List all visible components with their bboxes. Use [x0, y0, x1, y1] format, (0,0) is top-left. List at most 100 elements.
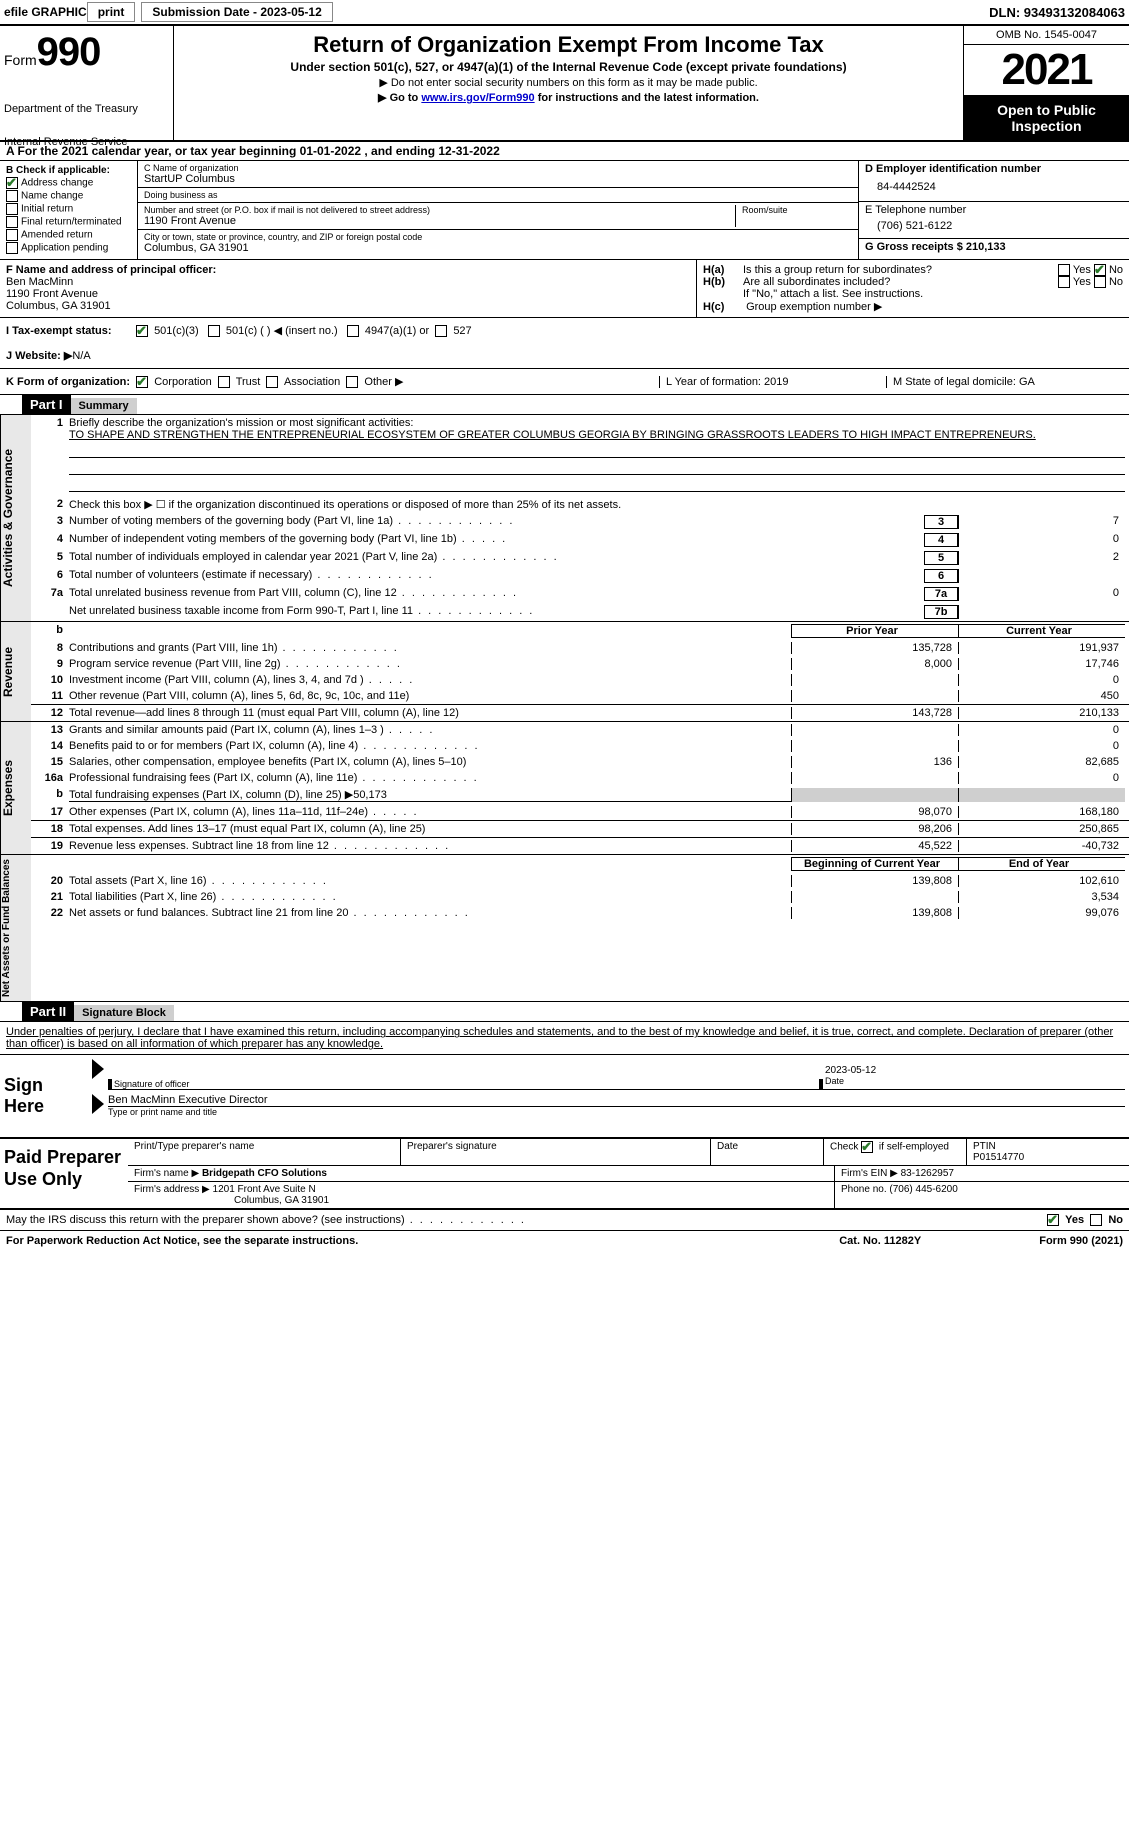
phone-label: E Telephone number [865, 204, 1123, 216]
street-value: 1190 Front Avenue [144, 215, 731, 227]
officer-street: 1190 Front Avenue [6, 288, 98, 300]
chk-corp[interactable]: Corporation [136, 376, 212, 388]
chk-app-pending[interactable]: Application pending [6, 242, 131, 254]
chk-527[interactable]: 527 [435, 325, 471, 337]
line19-curr: -40,732 [958, 840, 1125, 852]
line13-curr: 0 [958, 724, 1125, 736]
note2-post: for instructions and the latest informat… [535, 92, 759, 104]
chk-501c3[interactable]: 501(c)(3) [136, 325, 199, 337]
form-header: Form990 Department of the Treasury Inter… [0, 26, 1129, 142]
line4-box: 4 [924, 533, 958, 547]
net-assets-section: Net Assets or Fund Balances Beginning of… [0, 855, 1129, 1002]
chk-4947[interactable]: 4947(a)(1) or [347, 325, 429, 337]
foot-left: For Paperwork Reduction Act Notice, see … [6, 1235, 839, 1247]
line20-begin: 139,808 [791, 875, 958, 887]
top-bar: efile GRAPHIC print Submission Date - 20… [0, 0, 1129, 26]
note2-pre: ▶ Go to [378, 92, 421, 104]
firm-addr-label: Firm's address ▶ [134, 1184, 210, 1195]
line7a-box: 7a [924, 587, 958, 601]
firm-addr1: 1201 Front Ave Suite N [213, 1184, 316, 1195]
vtab-revenue: Revenue [0, 622, 31, 721]
print-button[interactable]: print [87, 2, 136, 22]
chk-initial-return[interactable]: Initial return [6, 203, 131, 215]
preparer-sig-label: Preparer's signature [400, 1139, 710, 1165]
paid-preparer-block: Paid Preparer Use Only Print/Type prepar… [0, 1138, 1129, 1210]
line11-text: Other revenue (Part VIII, column (A), li… [69, 690, 791, 702]
line21-begin [791, 891, 958, 903]
chk-address-change[interactable]: Address change [6, 177, 131, 189]
line19-text: Revenue less expenses. Subtract line 18 … [69, 840, 791, 852]
j-label: J Website: ▶ [6, 349, 72, 362]
officer-name: Ben MacMinn [6, 276, 73, 288]
chk-trust[interactable]: Trust [218, 376, 261, 388]
ha-yes[interactable]: Yes [1058, 264, 1091, 276]
tax-exempt-status: I Tax-exempt status: 501(c)(3) 501(c) ( … [0, 318, 1129, 343]
hc-question: Group exemption number ▶ [746, 301, 882, 313]
form-subtitle: Under section 501(c), 527, or 4947(a)(1)… [182, 60, 955, 74]
line6-box: 6 [924, 569, 958, 583]
discuss-no[interactable]: No [1090, 1214, 1123, 1226]
ha-question: Is this a group return for subordinates? [743, 264, 1058, 276]
sig-officer-label: Signature of officer [108, 1079, 819, 1089]
activities-governance: Activities & Governance 1 Briefly descri… [0, 415, 1129, 622]
line13-prior [791, 724, 958, 736]
row-a-calendar-year: A For the 2021 calendar year, or tax yea… [0, 142, 1129, 161]
line14-text: Benefits paid to or for members (Part IX… [69, 740, 791, 752]
line13-text: Grants and similar amounts paid (Part IX… [69, 724, 791, 736]
ha-prefix: H(a) [703, 264, 743, 276]
ha-no[interactable]: No [1094, 264, 1123, 276]
col-c-org-info: C Name of organization StartUP Columbus … [138, 161, 858, 259]
h-section: H(a) Is this a group return for subordin… [697, 260, 1129, 317]
revenue-section: Revenue bPrior YearCurrent Year 8Contrib… [0, 622, 1129, 722]
header-left: Form990 Department of the Treasury Inter… [0, 26, 174, 140]
line20-end: 102,610 [958, 875, 1125, 887]
line10-curr: 0 [958, 674, 1125, 686]
b-title: B Check if applicable: [6, 165, 110, 176]
line9-text: Program service revenue (Part VIII, line… [69, 658, 791, 670]
col-current: Current Year [958, 624, 1125, 638]
submission-date-button[interactable]: Submission Date - 2023-05-12 [141, 2, 332, 22]
expenses-section: Expenses 13Grants and similar amounts pa… [0, 722, 1129, 855]
line19-prior: 45,522 [791, 840, 958, 852]
hb-note: If "No," attach a list. See instructions… [703, 288, 1123, 300]
line16b-prior [791, 788, 958, 802]
part1-header: Part ISummary [0, 395, 1129, 415]
hb-no[interactable]: No [1094, 276, 1123, 288]
tax-year: 2021 [964, 45, 1129, 96]
line7a-val: 0 [958, 587, 1125, 601]
line8-text: Contributions and grants (Part VIII, lin… [69, 642, 791, 654]
irs-link[interactable]: www.irs.gov/Form990 [421, 92, 534, 104]
part2-num: Part II [22, 1002, 74, 1021]
col-b-checkboxes: B Check if applicable: Address change Na… [0, 161, 138, 259]
line20-text: Total assets (Part X, line 16) [69, 875, 791, 887]
line3-val: 7 [958, 515, 1125, 529]
line4-text: Number of independent voting members of … [69, 533, 920, 547]
preparer-date-label: Date [710, 1139, 823, 1165]
paid-preparer-label: Paid Preparer Use Only [0, 1139, 128, 1208]
discuss-yes[interactable]: Yes [1047, 1214, 1084, 1226]
chk-assoc[interactable]: Association [266, 376, 340, 388]
sig-date-label: Date [825, 1076, 844, 1086]
chk-other[interactable]: Other ▶ [346, 376, 403, 388]
chk-name-change[interactable]: Name change [6, 190, 131, 202]
self-employed-check[interactable]: Check if self-employed [823, 1139, 966, 1165]
col-end: End of Year [958, 857, 1125, 871]
firm-addr2: Columbus, GA 31901 [134, 1195, 329, 1206]
firm-phone-label: Phone no. [841, 1184, 887, 1195]
chk-final-return[interactable]: Final return/terminated [6, 216, 131, 228]
firm-ein-label: Firm's EIN ▶ [841, 1168, 898, 1179]
dln-label: DLN: 93493132084063 [989, 5, 1125, 20]
chk-501c[interactable]: 501(c) ( ) ◀ (insert no.) [208, 324, 338, 337]
chk-amended-return[interactable]: Amended return [6, 229, 131, 241]
firm-phone-value: (706) 445-6200 [889, 1184, 957, 1195]
line9-curr: 17,746 [958, 658, 1125, 670]
hb-yes[interactable]: Yes [1058, 276, 1091, 288]
firm-ein-value: 83-1262957 [901, 1168, 954, 1179]
line16a-text: Professional fundraising fees (Part IX, … [69, 772, 791, 784]
phone-value: (706) 521-6122 [865, 216, 1123, 236]
header-right: OMB No. 1545-0047 2021 Open to Public In… [963, 26, 1129, 140]
dept-treasury: Department of the Treasury [4, 103, 169, 115]
line12-prior: 143,728 [791, 707, 958, 719]
part2-header: Part IISignature Block [0, 1002, 1129, 1022]
line1-q: Briefly describe the organization's miss… [69, 417, 413, 429]
